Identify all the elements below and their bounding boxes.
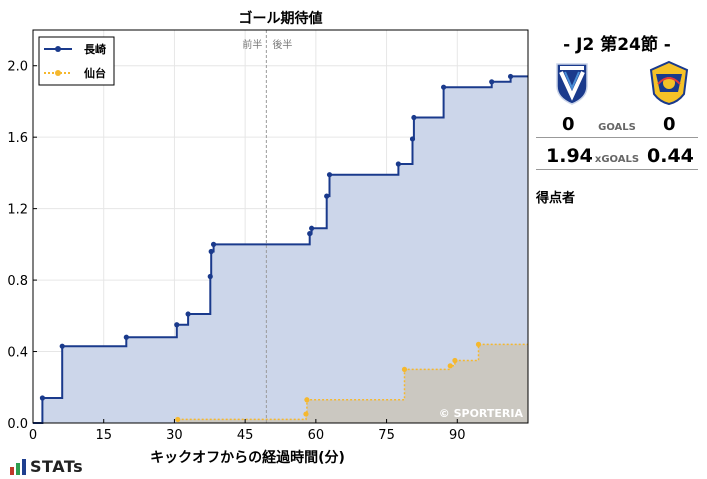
data-point-2 <box>401 366 408 373</box>
data-point-1 <box>507 73 514 80</box>
x-tick-label: 15 <box>95 428 112 443</box>
first-half-label: 前半 <box>242 38 262 51</box>
y-tick-label: 1.6 <box>7 131 28 146</box>
data-point-1 <box>307 231 313 237</box>
scorers-label: 得点者 <box>536 191 576 206</box>
x-tick-label: 60 <box>308 428 325 443</box>
x-tick-label: 75 <box>378 428 395 443</box>
legend-label: 仙台 <box>84 66 106 80</box>
legend-box <box>38 36 115 86</box>
data-point-2 <box>304 397 310 403</box>
y-tick-label: 0.8 <box>7 274 28 289</box>
y-tick-label: 2.0 <box>7 60 28 75</box>
data-point-1 <box>208 248 214 255</box>
stats-bars-icon <box>10 459 26 475</box>
second-half-label: 後半 <box>272 38 292 51</box>
v-varen-nagasaki-crest-icon <box>554 60 590 106</box>
x-tick-label: 0 <box>29 428 37 443</box>
y-tick-label: 0.0 <box>7 417 28 432</box>
goals-row: 0 GOALS 0 <box>536 114 698 138</box>
data-point-1 <box>324 193 330 199</box>
data-point-1 <box>411 114 417 121</box>
data-point-2 <box>447 363 453 369</box>
series-area-2 <box>177 344 528 423</box>
legend-swatch-marker <box>55 46 61 52</box>
data-point-2 <box>452 357 458 364</box>
stats-logo-text: STATs <box>30 457 84 476</box>
plot-frame <box>32 29 529 424</box>
chart-title: ゴール期待値 <box>238 11 323 27</box>
data-point-2 <box>475 341 482 347</box>
data-point-1 <box>123 334 129 340</box>
data-point-1 <box>207 273 213 280</box>
x-tick-label: 90 <box>449 428 466 443</box>
data-point-1 <box>326 172 333 178</box>
data-point-1 <box>309 225 315 231</box>
xgoals-row: 1.94 xGOALS 0.44 <box>536 145 698 170</box>
home-xg: 1.94 <box>546 145 593 167</box>
xgoals-label: xGOALS <box>594 154 640 165</box>
legend-swatch-marker <box>55 70 61 76</box>
series-area-1 <box>33 76 528 424</box>
data-point-1 <box>39 395 46 401</box>
data-point-1 <box>210 241 217 247</box>
data-point-2 <box>303 411 309 417</box>
away-goals: 0 <box>663 114 676 135</box>
data-point-1 <box>489 79 495 85</box>
x-tick-label: 45 <box>237 428 254 443</box>
match-title: - J2 第24節 - <box>563 35 671 55</box>
data-point-1 <box>395 161 401 167</box>
y-tick-label: 1.2 <box>7 203 28 218</box>
x-tick-label: 30 <box>166 428 183 443</box>
home-goals: 0 <box>562 114 575 135</box>
goals-label: GOALS <box>598 122 636 133</box>
x-axis-label: キックオフからの経過時間(分) <box>150 449 345 466</box>
data-point-1 <box>185 311 191 317</box>
y-tick-label: 0.4 <box>7 346 28 361</box>
data-point-2 <box>175 416 181 423</box>
vegalta-sendai-crest-icon <box>648 60 690 106</box>
legend-label: 長崎 <box>84 42 106 56</box>
data-point-1 <box>174 322 180 328</box>
data-point-1 <box>409 136 416 142</box>
away-xg: 0.44 <box>647 145 694 167</box>
data-point-1 <box>59 343 65 349</box>
watermark: © SPORTERIA <box>439 407 524 420</box>
data-point-1 <box>441 84 447 90</box>
